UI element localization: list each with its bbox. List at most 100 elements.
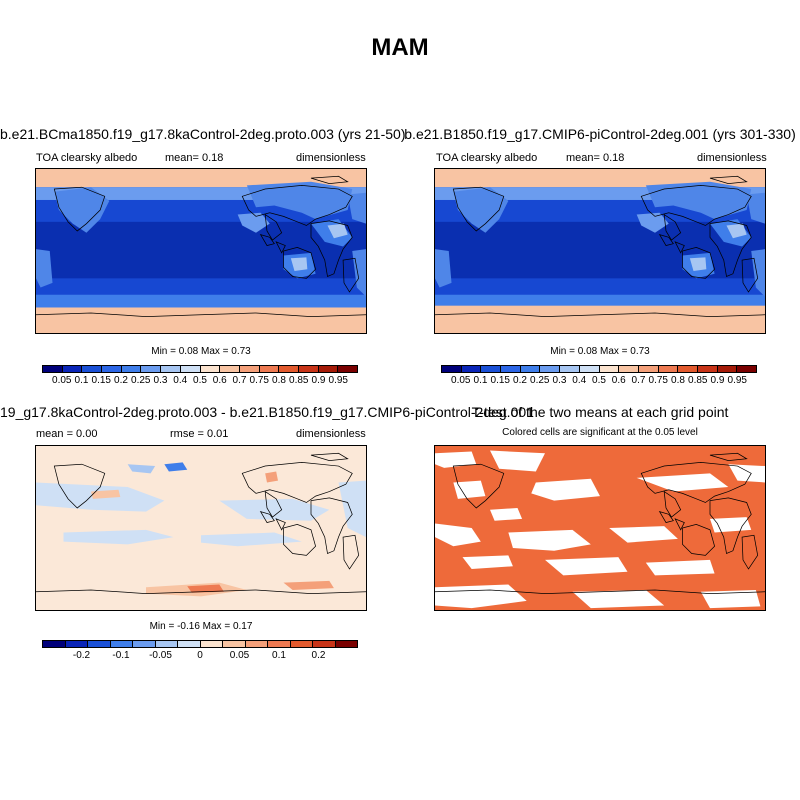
panel3-units-label: dimensionless [296, 428, 366, 440]
colorbar-swatch [461, 366, 482, 372]
colorbar-tick-label: 0.25 [131, 375, 151, 386]
colorbar-swatch [141, 366, 162, 372]
panel1-colorbar [42, 365, 358, 373]
panel3-difference-map [36, 446, 366, 610]
colorbar-swatch [200, 366, 221, 372]
panel4-subtitle: Colored cells are significant at the 0.0… [502, 427, 698, 438]
colorbar-tick-label: 0.85 [688, 375, 708, 386]
colorbar-tick-label: 0.2 [311, 650, 326, 661]
panel1-map [35, 168, 367, 334]
colorbar-tick-label: 0.1 [272, 650, 286, 661]
colorbar-swatch [180, 366, 201, 372]
colorbar-swatch [638, 366, 659, 372]
panel3-title: 19_g17.8kaControl-2deg.proto.003 - b.e21… [0, 404, 534, 420]
colorbar-swatch [717, 366, 738, 372]
colorbar-tick-label: 0.75 [648, 375, 668, 386]
colorbar-swatch [220, 366, 240, 372]
colorbar-swatch [481, 366, 502, 372]
colorbar-swatch [178, 641, 201, 647]
colorbar-tick-label: 0.95 [328, 375, 348, 386]
colorbar-tick-label: 0.05 [52, 375, 72, 386]
colorbar-tick-label: 0.6 [611, 375, 626, 386]
colorbar-swatch [540, 366, 561, 372]
colorbar-swatch [200, 641, 223, 647]
colorbar-swatch [520, 366, 541, 372]
colorbar-tick-label: 0.3 [552, 375, 567, 386]
colorbar-swatch [599, 366, 620, 372]
colorbar-swatch [102, 366, 122, 372]
colorbar-tick-label: 0.2 [114, 375, 128, 386]
colorbar-swatch [245, 641, 268, 647]
colorbar-tick-label: 0.5 [592, 375, 606, 386]
colorbar-tick-label: 0.95 [727, 375, 747, 386]
colorbar-swatch [737, 366, 756, 372]
colorbar-swatch [43, 641, 66, 647]
colorbar-swatch [133, 641, 156, 647]
colorbar-tick-label: 0.8 [272, 375, 286, 386]
colorbar-tick-label: 0.05 [451, 375, 471, 386]
colorbar-tick-label: 0.85 [289, 375, 309, 386]
figure-title: MAM [371, 34, 429, 61]
colorbar-tick-label: 0 [197, 650, 203, 661]
colorbar-swatch [279, 366, 299, 372]
colorbar-swatch [268, 641, 291, 647]
colorbar-swatch [619, 366, 639, 372]
colorbar-swatch [298, 366, 319, 372]
colorbar-swatch [318, 366, 339, 372]
panel1-title: b.e21.BCma1850.f19_g17.8kaControl-2deg.p… [0, 126, 406, 142]
colorbar-swatch [313, 641, 336, 647]
colorbar-tick-label: 0.4 [572, 375, 587, 386]
colorbar-tick-label: 0.05 [229, 650, 250, 661]
colorbar-swatch [658, 366, 679, 372]
colorbar-tick-label: -0.05 [149, 650, 172, 661]
colorbar-swatch [678, 366, 698, 372]
colorbar-tick-label: 0.8 [671, 375, 685, 386]
colorbar-tick-label: 0.7 [232, 375, 247, 386]
colorbar-swatch [697, 366, 718, 372]
panel1-variable-label: TOA clearsky albedo [36, 152, 138, 164]
colorbar-tick-label: 0.9 [311, 375, 326, 386]
panel2-colorbar-ticks: 0.05 0.1 0.15 0.2 0.25 0.3 0.4 0.5 0.6 0.7 0.75 0.8… [441, 375, 757, 387]
panel4-significance-map [435, 446, 765, 610]
colorbar-tick-label: 0.9 [710, 375, 725, 386]
colorbar-swatch [560, 366, 580, 372]
colorbar-swatch [338, 366, 357, 372]
colorbar-swatch [110, 641, 133, 647]
colorbar-swatch [442, 366, 462, 372]
colorbar-swatch [43, 366, 63, 372]
panel3-map [35, 445, 367, 611]
colorbar-swatch [290, 641, 313, 647]
panel2-mean-label: mean= 0.18 [566, 152, 625, 164]
panel1-units-label: dimensionless [296, 152, 366, 164]
panel3-mean-label: mean = 0.00 [36, 428, 98, 440]
colorbar-tick-label: 0.25 [530, 375, 550, 386]
panel2-title: b.e21.B1850.f19_g17.CMIP6-piControl-2deg… [404, 126, 796, 142]
colorbar-swatch [65, 641, 88, 647]
panel4-title: T-test of the two means at each grid poi… [471, 404, 729, 420]
colorbar-tick-label: 0.4 [173, 375, 188, 386]
panel3-colorbar [42, 640, 358, 648]
panel3-minmax: Min = -0.16 Max = 0.17 [149, 621, 253, 632]
panel2-colorbar [441, 365, 757, 373]
colorbar-tick-label: 0.75 [249, 375, 269, 386]
panel1-mean-label: mean= 0.18 [165, 152, 224, 164]
colorbar-tick-label: -0.1 [112, 650, 130, 661]
colorbar-swatch [335, 641, 357, 647]
colorbar-swatch [62, 366, 83, 372]
colorbar-tick-label: 0.15 [91, 375, 111, 386]
colorbar-swatch [82, 366, 103, 372]
colorbar-tick-label: -0.2 [72, 650, 91, 661]
panel3-colorbar-ticks: -0.2 -0.1 -0.05 0 0.05 0.1 0.2 [42, 650, 358, 662]
colorbar-tick-label: 0.15 [490, 375, 510, 386]
colorbar-swatch [579, 366, 600, 372]
colorbar-tick-label: 0.1 [74, 375, 89, 386]
colorbar-swatch [155, 641, 178, 647]
colorbar-swatch [223, 641, 246, 647]
panel2-minmax: Min = 0.08 Max = 0.73 [550, 346, 650, 357]
colorbar-swatch [121, 366, 142, 372]
panel1-minmax: Min = 0.08 Max = 0.73 [151, 346, 251, 357]
panel2-map [434, 168, 766, 334]
colorbar-tick-label: 0.2 [513, 375, 527, 386]
colorbar-swatch [88, 641, 111, 647]
panel1-colorbar-ticks: 0.05 0.1 0.15 0.2 0.25 0.3 0.4 0.5 0.6 0.7 0.75 0.8… [42, 375, 358, 387]
